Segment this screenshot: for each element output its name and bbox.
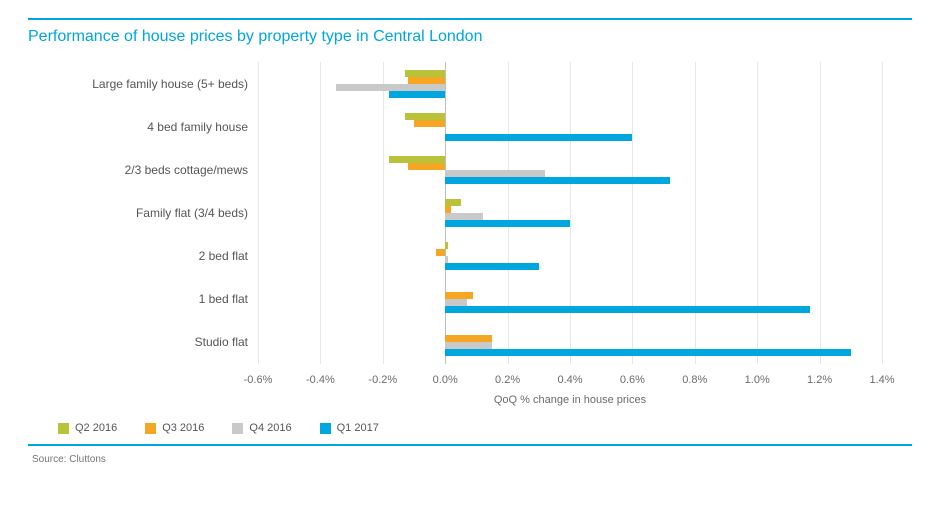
gridline xyxy=(508,62,509,364)
gridline xyxy=(757,62,758,364)
bar xyxy=(414,120,445,127)
x-tick-label: 0.6% xyxy=(620,374,645,386)
category-label: 1 bed flat xyxy=(48,292,248,306)
legend-item: Q4 2016 xyxy=(232,422,291,434)
bar xyxy=(389,91,445,98)
category-label: Studio flat xyxy=(48,335,248,349)
bar xyxy=(445,206,451,213)
bar xyxy=(445,177,670,184)
bar xyxy=(445,299,467,306)
bar xyxy=(445,199,461,206)
x-tick-label: 1.0% xyxy=(745,374,770,386)
legend-swatch xyxy=(320,423,331,434)
bar xyxy=(445,335,492,342)
bar xyxy=(445,170,545,177)
top-rule xyxy=(28,18,912,20)
bar xyxy=(445,342,492,349)
bar xyxy=(405,113,446,120)
gridline xyxy=(882,62,883,364)
category-label: Large family house (5+ beds) xyxy=(48,77,248,91)
bar xyxy=(405,70,446,77)
bar xyxy=(445,292,473,299)
x-tick-label: 1.4% xyxy=(869,374,894,386)
legend-item: Q1 2017 xyxy=(320,422,379,434)
x-tick-label: 1.2% xyxy=(807,374,832,386)
x-tick-label: 0.0% xyxy=(433,374,458,386)
x-tick-label: -0.6% xyxy=(244,374,273,386)
gridline xyxy=(695,62,696,364)
bar xyxy=(336,84,445,91)
legend-swatch xyxy=(232,423,243,434)
bar xyxy=(445,213,482,220)
gridline xyxy=(320,62,321,364)
bar xyxy=(408,77,445,84)
bar xyxy=(445,134,632,141)
bar xyxy=(445,220,570,227)
bar xyxy=(445,256,448,263)
gridline xyxy=(258,62,259,364)
x-tick-label: -0.4% xyxy=(306,374,335,386)
gridline xyxy=(820,62,821,364)
bar xyxy=(445,242,448,249)
x-tick-label: 0.8% xyxy=(682,374,707,386)
gridline xyxy=(632,62,633,364)
legend-label: Q3 2016 xyxy=(162,422,204,434)
plot-region: QoQ % change in house prices -0.6%-0.4%-… xyxy=(258,62,882,364)
gridline xyxy=(383,62,384,364)
legend-item: Q2 2016 xyxy=(58,422,117,434)
chart-area: QoQ % change in house prices -0.6% -0.4% -… xyxy=(58,52,902,412)
category-label: 2/3 beds cottage/mews xyxy=(48,163,248,177)
bar xyxy=(408,163,445,170)
bar xyxy=(436,249,445,256)
bar xyxy=(445,306,810,313)
legend-label: Q1 2017 xyxy=(337,422,379,434)
chart-title: Performance of house prices by property … xyxy=(28,28,912,46)
legend-item: Q3 2016 xyxy=(145,422,204,434)
x-tick-label: 0.4% xyxy=(557,374,582,386)
legend-swatch xyxy=(58,423,69,434)
x-axis-title: QoQ % change in house prices xyxy=(494,394,646,406)
legend-swatch xyxy=(145,423,156,434)
bar xyxy=(445,349,851,356)
legend-label: Q4 2016 xyxy=(249,422,291,434)
x-tick-label: 0.2% xyxy=(495,374,520,386)
gridline xyxy=(570,62,571,364)
bar xyxy=(389,156,445,163)
category-label: Family flat (3/4 beds) xyxy=(48,206,248,220)
x-tick-label: -0.2% xyxy=(368,374,397,386)
bar xyxy=(445,263,539,270)
bottom-rule xyxy=(28,444,912,446)
category-label: 2 bed flat xyxy=(48,249,248,263)
category-label: 4 bed family house xyxy=(48,120,248,134)
legend: Q2 2016 Q3 2016 Q4 2016 Q1 2017 xyxy=(58,422,912,434)
source-text: Source: Cluttons xyxy=(32,454,912,465)
legend-label: Q2 2016 xyxy=(75,422,117,434)
